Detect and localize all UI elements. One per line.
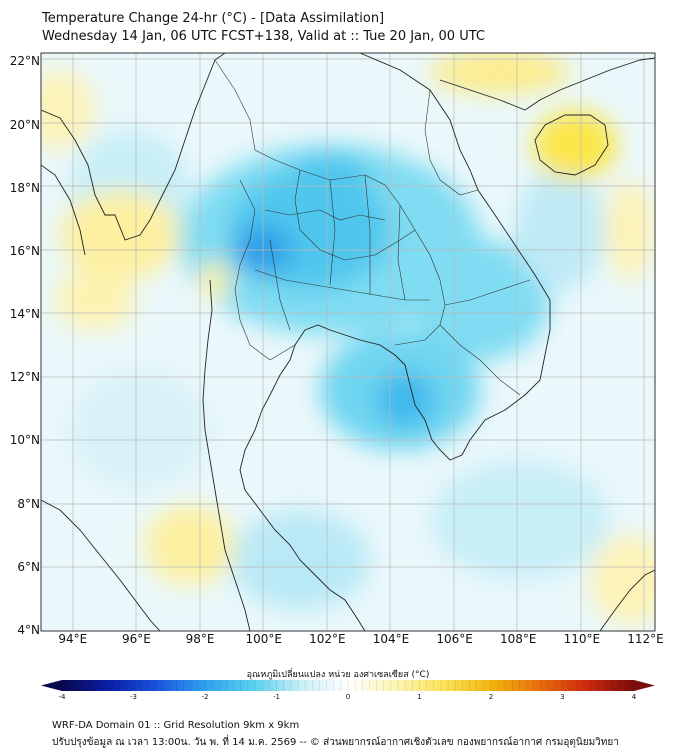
coast-myanmar-west <box>41 164 86 256</box>
lon-tick-label: 102°E <box>309 632 346 646</box>
colorbar-scale <box>62 680 634 691</box>
coastlines <box>41 53 655 631</box>
footer-resolution: WRF-DA Domain 01 :: Grid Resolution 9km … <box>52 720 300 731</box>
coast-mainland <box>41 53 551 631</box>
lon-tick-label: 100°E <box>245 632 282 646</box>
lon-tick-label: 110°E <box>563 632 601 646</box>
chart-subtitle: Wednesday 14 Jan, 06 UTC FCST+138, Valid… <box>42 29 485 44</box>
colorbar-tick-label: 0 <box>345 693 351 701</box>
island-hainan <box>534 114 609 176</box>
lon-tick-label: 104°E <box>372 632 410 646</box>
lat-tick-label: 4°N <box>17 623 40 637</box>
colorbar-tick-label: -3 <box>130 693 137 701</box>
colorbar-tick-label: 2 <box>488 693 494 701</box>
lon-tick-label: 112°E <box>627 632 664 646</box>
borders <box>214 59 531 396</box>
colorbar-tick-label: -2 <box>201 693 209 701</box>
footer-credit: ปรับปรุงข้อมูล ณ เวลา 13:00น. วัน พ. ที่… <box>52 737 619 748</box>
map-gridlines <box>41 53 655 631</box>
colorbar <box>41 680 655 691</box>
coast-peninsula-west <box>202 279 251 631</box>
lat-tick-label: 12°N <box>9 370 40 385</box>
map-frame <box>40 52 656 632</box>
colorbar-min-arrow <box>41 680 62 691</box>
lat-tick-label: 10°N <box>9 433 40 448</box>
colorbar-tick-label: 4 <box>631 693 637 701</box>
colorbar-tick-label: -4 <box>58 693 66 701</box>
lon-tick-label: 94°E <box>58 632 88 646</box>
colorbar-title: อุณหภูมิเปลี่ยนแปลง หน่วย องศาเซลเซียส (… <box>246 670 430 680</box>
colorbar-tick-label: 3 <box>560 693 565 701</box>
lat-tick-label: 6°N <box>17 559 40 574</box>
lat-tick-label: 18°N <box>9 180 40 195</box>
lat-tick-label: 16°N <box>9 243 40 258</box>
coast-borneo <box>599 569 655 631</box>
lat-tick-label: 22°N <box>9 54 40 69</box>
coast-north-vietnam <box>439 57 655 111</box>
lon-tick-label: 106°E <box>436 632 473 646</box>
lat-tick-label: 8°N <box>17 496 40 511</box>
chart-title: Temperature Change 24-hr (°C) - [Data As… <box>42 11 385 26</box>
lon-tick-label: 108°E <box>499 632 537 646</box>
colorbar-tick-label: -1 <box>273 693 280 701</box>
lon-tick-label: 98°E <box>185 632 215 646</box>
lat-tick-label: 20°N <box>9 117 40 132</box>
colorbar-tick-label: 1 <box>417 693 422 701</box>
lat-tick-label: 14°N <box>9 307 40 322</box>
island-sumatra <box>41 499 161 631</box>
colorbar-max-arrow <box>634 680 655 691</box>
lon-tick-label: 96°E <box>122 632 151 646</box>
